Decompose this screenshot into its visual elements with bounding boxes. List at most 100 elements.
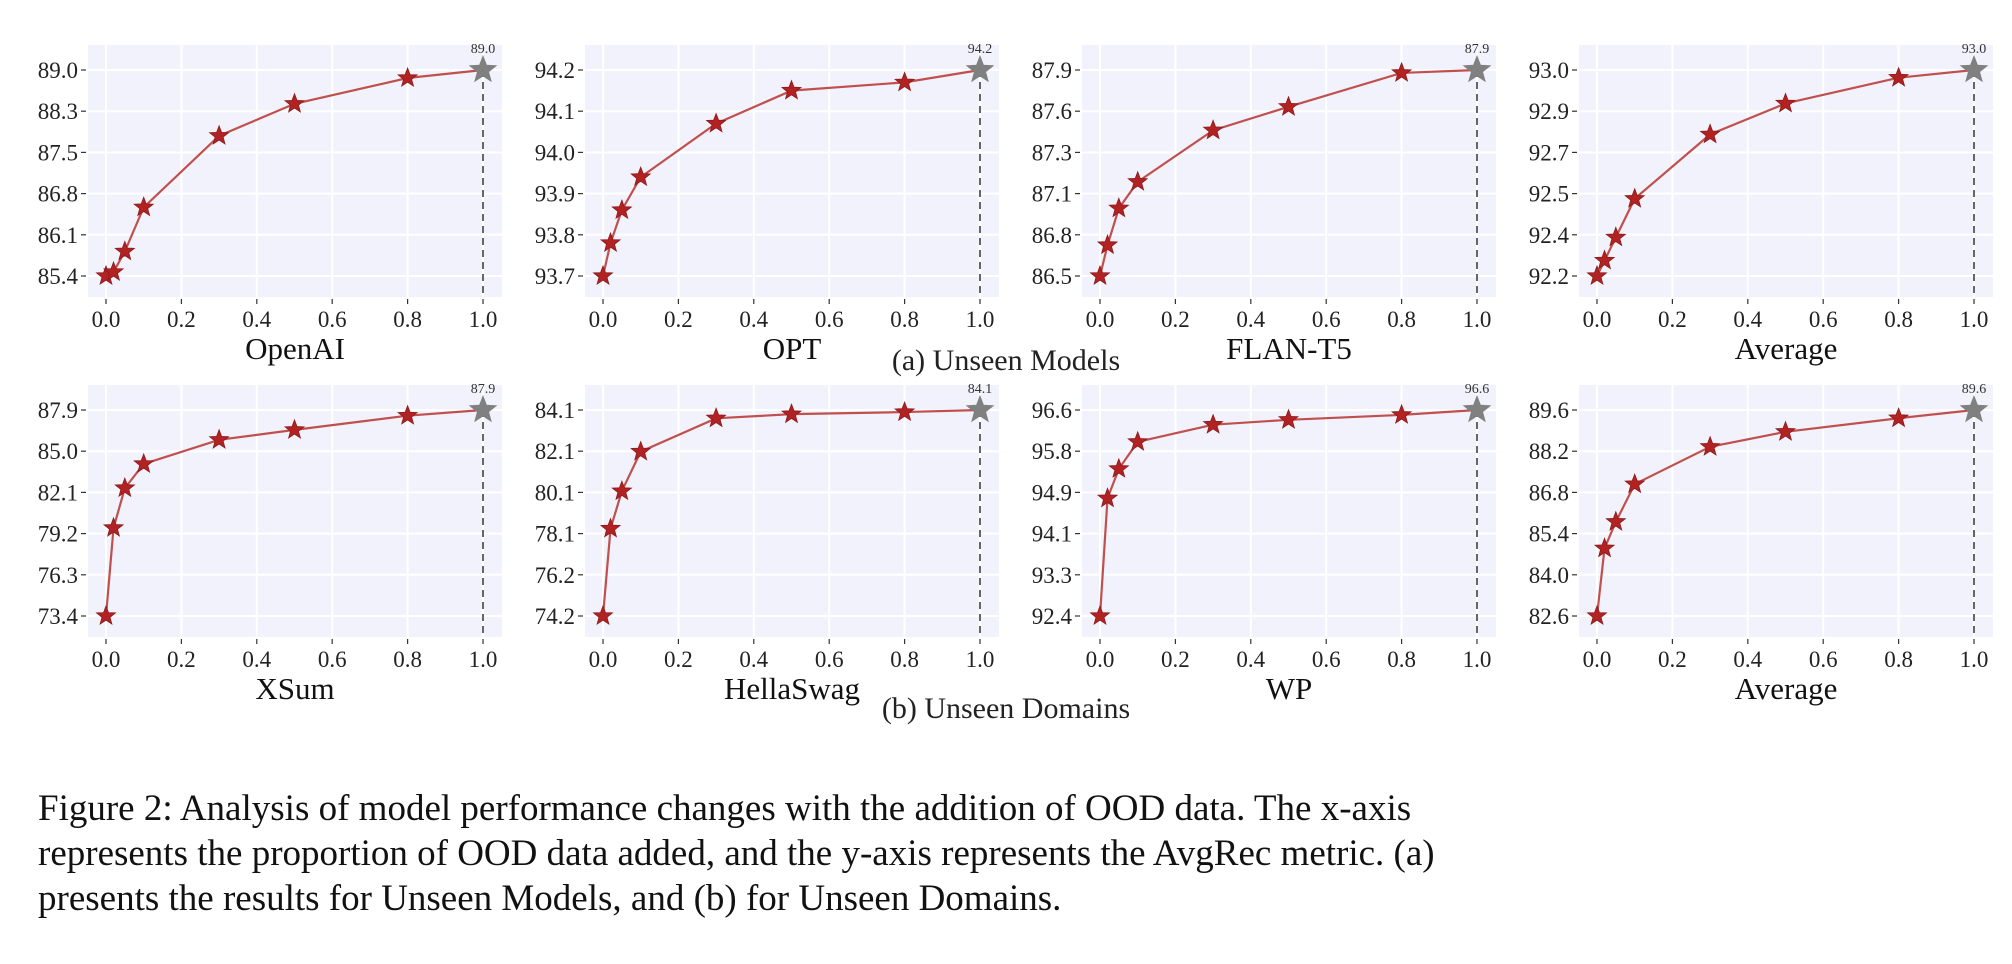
y-tick-label: 94.2	[535, 58, 575, 83]
x-tick-label: 0.0	[1086, 647, 1115, 672]
data-point-star	[1202, 119, 1224, 140]
y-tick-label: 78.1	[535, 522, 575, 547]
y-tick-label: 86.8	[38, 182, 78, 207]
y-tick-label: 94.0	[535, 140, 575, 165]
y-tick-label: 94.9	[1032, 480, 1072, 505]
x-tick-label: 0.2	[167, 647, 196, 672]
x-tick-label: 0.0	[589, 647, 618, 672]
x-tick-label: 0.4	[1733, 307, 1762, 332]
x-tick-label: 0.2	[1658, 647, 1687, 672]
plot-area	[1579, 45, 1993, 297]
x-tick-label: 1.0	[1463, 307, 1492, 332]
plot-area	[88, 45, 502, 297]
data-point-star	[1888, 407, 1910, 428]
data-point-star	[397, 404, 419, 425]
x-axis-label: Average	[1735, 331, 1838, 366]
y-tick-label: 92.4	[1529, 223, 1570, 248]
data-label: 87.9	[1465, 42, 1490, 57]
y-tick-label: 87.9	[38, 398, 78, 423]
y-tick-label: 96.6	[1032, 398, 1072, 423]
x-tick-label: 0.2	[664, 307, 693, 332]
data-point-star	[894, 71, 916, 92]
data-point-star	[1391, 403, 1413, 424]
y-tick-label: 92.9	[1529, 99, 1569, 124]
x-tick-label: 1.0	[469, 647, 498, 672]
y-tick-label: 82.1	[535, 439, 575, 464]
x-tick-label: 0.0	[92, 647, 121, 672]
data-point-star	[1624, 473, 1646, 494]
data-point-star	[208, 124, 230, 145]
x-tick-label: 0.2	[1161, 307, 1190, 332]
data-point-star	[780, 79, 803, 100]
data-point-star	[133, 196, 155, 217]
data-point-star	[1586, 264, 1608, 286]
x-tick-label: 0.0	[1583, 647, 1612, 672]
y-tick-label: 92.4	[1032, 604, 1073, 629]
x-tick-label: 0.8	[890, 647, 919, 672]
data-point-star	[1391, 61, 1413, 82]
y-tick-label: 88.3	[38, 99, 78, 124]
y-tick-label: 94.1	[1032, 522, 1072, 547]
data-point-star	[592, 604, 614, 626]
x-axis-label: XSum	[255, 671, 334, 706]
x-tick-label: 0.6	[1312, 307, 1341, 332]
x-tick-label: 0.6	[1312, 647, 1341, 672]
figure-caption: Figure 2: Analysis of model performance …	[38, 786, 1988, 921]
data-point-star	[1277, 408, 1300, 429]
data-point-star	[894, 400, 916, 422]
x-tick-label: 0.2	[167, 307, 196, 332]
data-point-star	[114, 476, 136, 498]
x-tick-label: 1.0	[966, 307, 995, 332]
data-point-star	[611, 480, 633, 501]
y-tick-label: 87.3	[1032, 140, 1072, 165]
x-tick-label: 1.0	[1463, 647, 1492, 672]
x-axis-label: HellaSwag	[724, 671, 860, 706]
x-tick-label: 0.6	[1809, 307, 1838, 332]
x-tick-label: 0.6	[318, 647, 347, 672]
x-tick-label: 0.0	[1086, 307, 1115, 332]
data-label: 87.9	[471, 382, 496, 397]
chart-hellaswag-5: 74.2 76.2 78.1 80.1 82.1 84.1 0.0 0.2 0.4 0.6 0.8 1…	[535, 382, 999, 706]
y-tick-label: 93.0	[1529, 58, 1569, 83]
x-tick-label: 0.0	[92, 307, 121, 332]
final-point-star	[1462, 54, 1492, 83]
x-tick-label: 0.2	[1658, 307, 1687, 332]
y-tick-label: 86.8	[1032, 223, 1072, 248]
x-axis-label: OPT	[763, 331, 822, 366]
final-point-star	[468, 394, 498, 423]
final-point-star	[1462, 394, 1492, 423]
data-point-star	[611, 198, 633, 220]
x-tick-label: 0.4	[242, 647, 271, 672]
y-tick-label: 92.7	[1529, 140, 1569, 165]
data-point-star	[599, 517, 622, 538]
data-label: 89.0	[471, 42, 496, 57]
data-point-star	[780, 403, 803, 424]
y-tick-label: 82.1	[38, 480, 78, 505]
y-tick-label: 94.1	[535, 99, 575, 124]
data-point-star	[397, 66, 419, 88]
y-tick-label: 86.8	[1529, 480, 1569, 505]
y-tick-label: 76.2	[535, 563, 575, 588]
x-tick-label: 0.8	[393, 647, 422, 672]
y-tick-label: 80.1	[535, 480, 575, 505]
data-point-star	[1888, 66, 1910, 87]
chart-opt-1: 93.7 93.8 93.9 94.0 94.1 94.2 0.0 0.2 0.4 0.6 0.8 1…	[535, 42, 999, 366]
series-line	[1098, 68, 1478, 277]
data-label: 93.0	[1962, 42, 1987, 57]
x-tick-label: 1.0	[1960, 647, 1989, 672]
x-axis-label: Average	[1735, 671, 1838, 706]
subcaption-a: (a) Unseen Models	[891, 344, 1121, 377]
data-point-star	[630, 440, 652, 461]
x-tick-label: 0.6	[1809, 647, 1838, 672]
data-point-star	[1277, 95, 1300, 116]
x-axis-label: WP	[1266, 671, 1313, 706]
y-tick-label: 93.9	[535, 182, 575, 207]
data-point-star	[1127, 170, 1149, 191]
data-point-star	[1605, 226, 1627, 247]
data-point-star	[1089, 264, 1111, 286]
data-point-star	[1593, 249, 1616, 270]
x-tick-label: 0.4	[1733, 647, 1762, 672]
x-axis-label: OpenAI	[245, 331, 345, 366]
data-point-star	[1096, 487, 1119, 508]
